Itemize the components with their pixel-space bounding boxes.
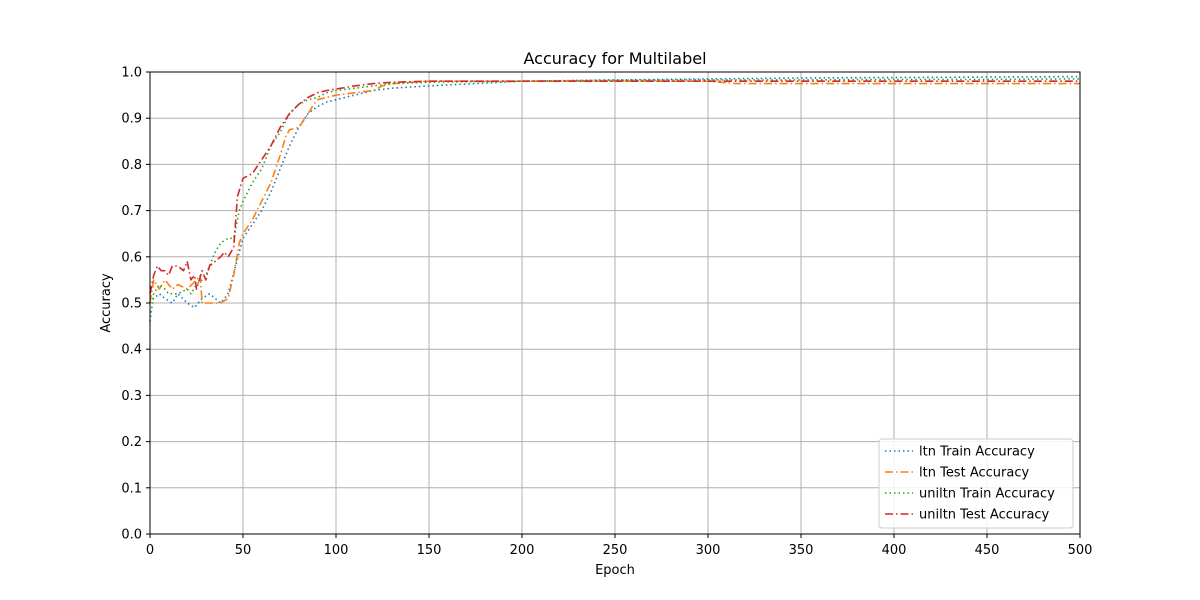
x-tick-label: 500 [1068, 543, 1093, 558]
y-axis: 0.0 0.1 0.2 0.3 0.4 0.5 0.6 0.7 0.8 0.9 1.0 [121, 66, 150, 543]
x-tick-label: 0 [146, 543, 154, 558]
legend-entry: ltn Train Accuracy [919, 445, 1035, 460]
x-tick-label: 250 [603, 543, 628, 558]
y-tick-label: 1.0 [121, 66, 142, 81]
y-tick-label: 0.0 [121, 528, 142, 543]
y-tick-label: 0.7 [121, 204, 142, 219]
y-tick-label: 0.2 [121, 435, 142, 450]
x-tick-label: 150 [417, 543, 442, 558]
y-axis-label: Accuracy [99, 273, 114, 333]
legend: ltn Train Accuracy ltn Test Accuracy unilt… [878, 438, 1074, 529]
series-lines [149, 75, 1081, 322]
x-axis-label: Epoch [595, 563, 635, 578]
x-tick-label: 50 [235, 543, 252, 558]
y-tick-label: 0.6 [121, 250, 142, 265]
series-line-1 [149, 75, 1081, 309]
x-tick-label: 400 [882, 543, 907, 558]
x-tick-label: 450 [975, 543, 1000, 558]
x-tick-label: 200 [510, 543, 535, 558]
legend-box [878, 438, 1074, 529]
x-tick-label: 100 [324, 543, 349, 558]
legend-entry: ltn Test Accuracy [919, 466, 1029, 481]
y-tick-label: 0.5 [121, 297, 142, 312]
y-tick-label: 0.8 [121, 158, 142, 173]
x-tick-label: 300 [696, 543, 721, 558]
x-axis: 0 50 100 150 200 250 300 350 400 450 500 [146, 534, 1093, 558]
series-line-3 [149, 78, 1081, 322]
y-tick-label: 0.1 [121, 481, 142, 496]
legend-entry: uniltn Test Accuracy [919, 508, 1050, 523]
y-tick-label: 0.9 [121, 112, 142, 127]
chart-title: Accuracy for Multilabel [523, 49, 706, 68]
y-tick-label: 0.4 [121, 343, 142, 358]
legend-entry: uniltn Train Accuracy [919, 487, 1055, 502]
y-tick-label: 0.3 [121, 389, 142, 404]
x-tick-label: 350 [789, 543, 814, 558]
